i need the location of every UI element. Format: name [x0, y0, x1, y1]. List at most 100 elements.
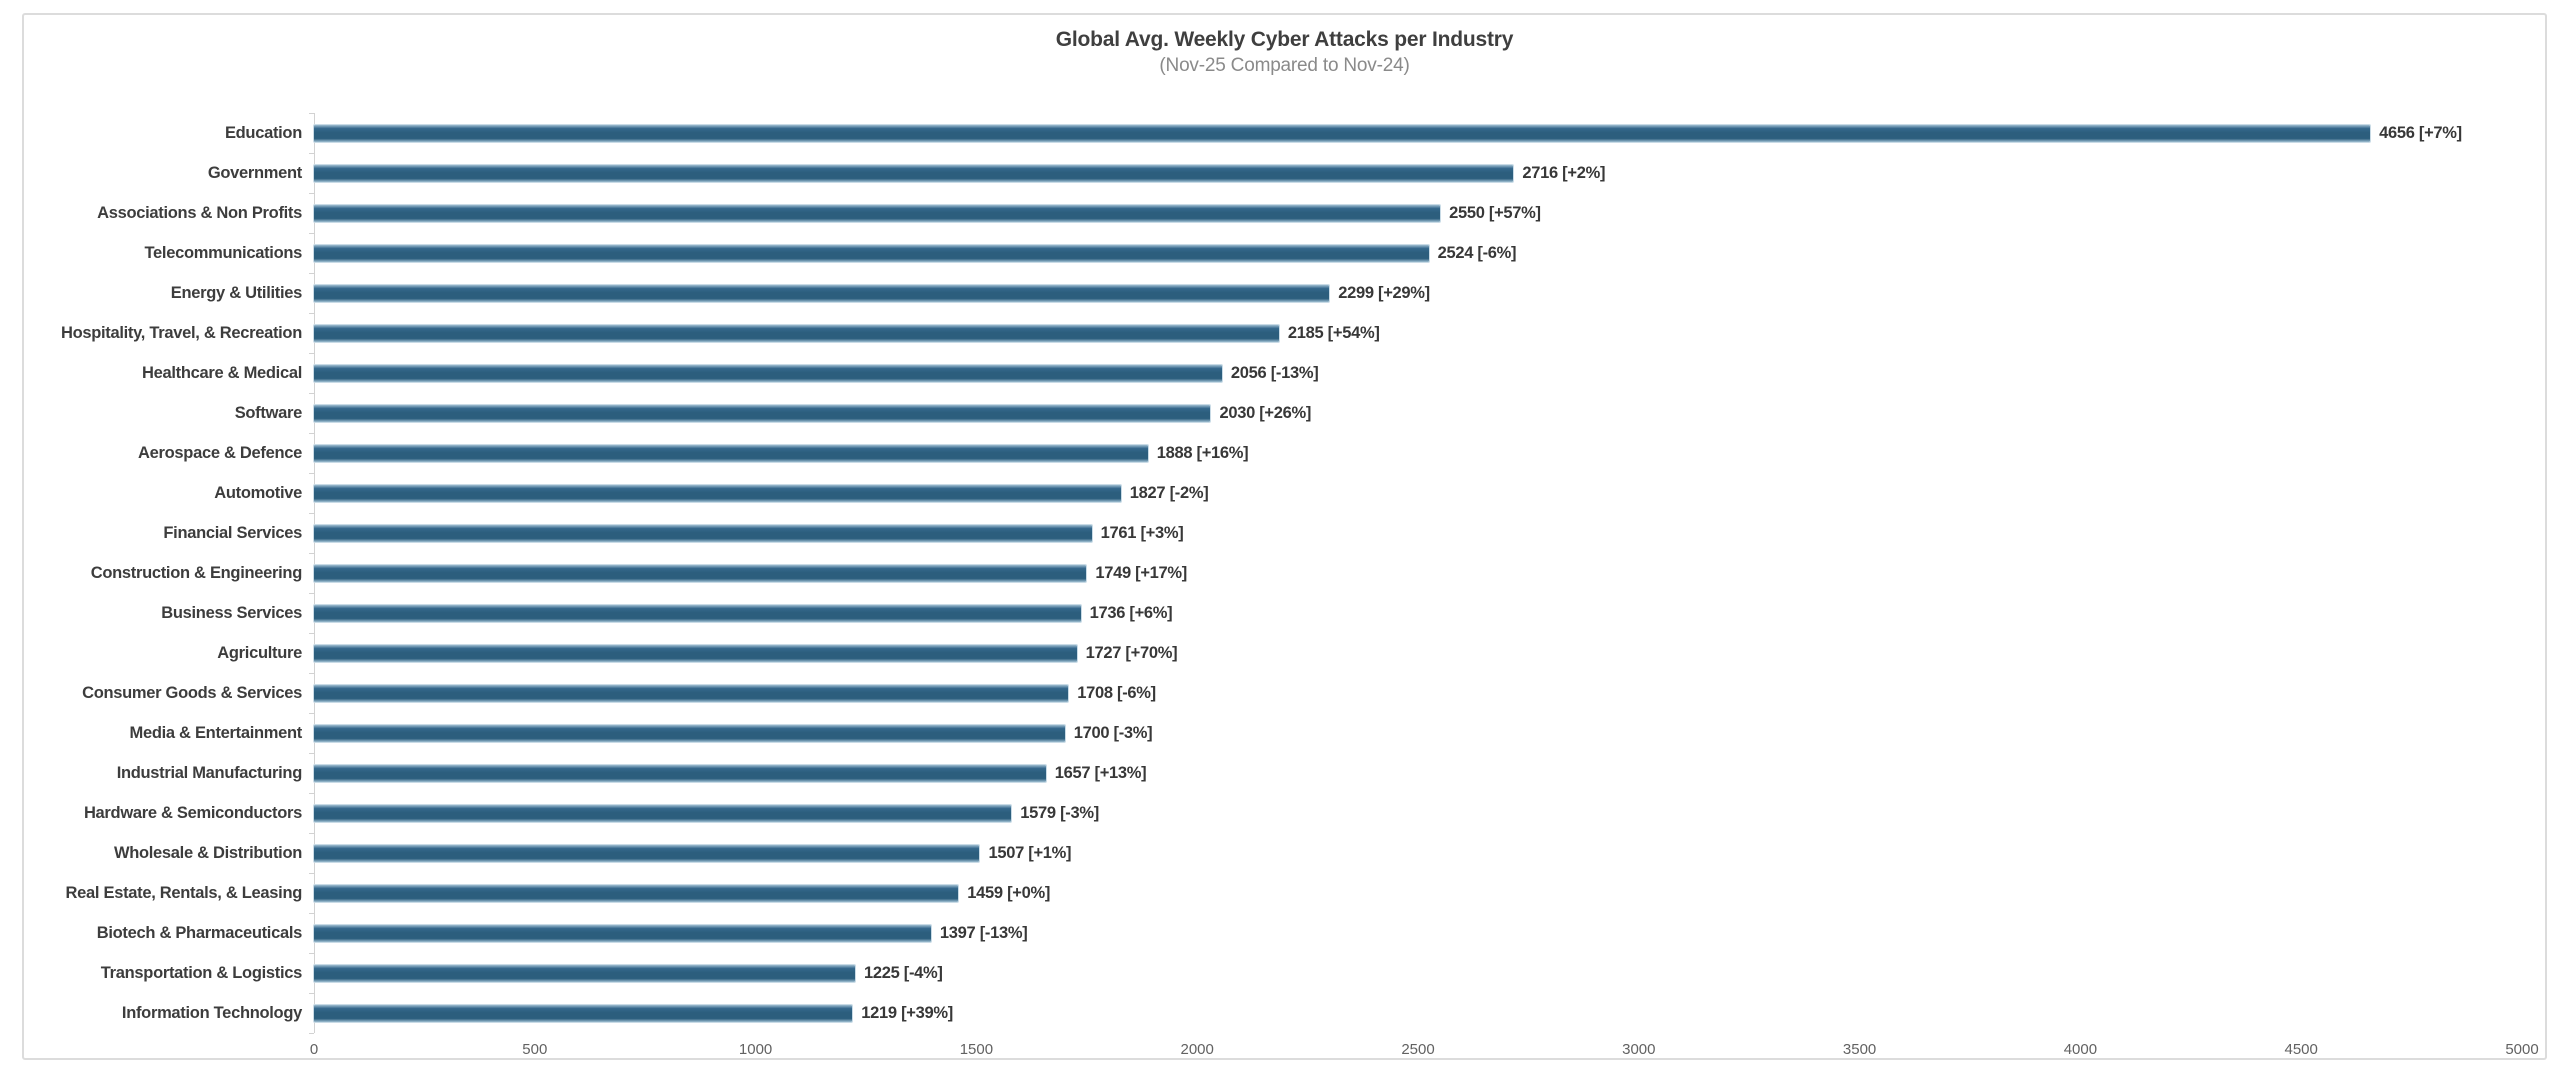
bar-row: Real Estate, Rentals, & Leasing 1459 [+0%… — [24, 873, 2545, 913]
category-label: Transportation & Logistics — [100, 963, 303, 982]
x-tick-label: 3500 — [1842, 1041, 1877, 1058]
bar-track: 1459 [+0%] — [314, 873, 2522, 913]
chart-frame: Global Avg. Weekly Cyber Attacks per Ind… — [22, 13, 2547, 1060]
y-axis-tick — [309, 313, 314, 314]
bar-row: Education 4656 [+7%] — [24, 113, 2545, 153]
bar — [314, 684, 1069, 702]
value-label: 2716 [+2%] — [1522, 163, 1606, 182]
bar — [314, 564, 1087, 582]
bar-row: Associations & Non Profits 2550 [+57%] — [24, 193, 2545, 233]
x-tick-label: 2000 — [1180, 1041, 1214, 1058]
bar — [314, 964, 855, 982]
bar — [314, 1004, 853, 1022]
bar-track: 1736 [+6%] — [314, 593, 2522, 633]
bar-track: 2185 [+54%] — [314, 313, 2522, 353]
y-axis-tick — [309, 393, 314, 394]
category-label: Hospitality, Travel, & Recreation — [60, 323, 302, 342]
value-label: 1708 [-6%] — [1077, 683, 1156, 702]
y-axis-tick — [309, 153, 314, 154]
y-axis-tick — [309, 113, 314, 114]
value-label: 2185 [+54%] — [1287, 323, 1380, 342]
y-axis-tick — [309, 473, 314, 474]
bar-track: 1888 [+16%] — [314, 433, 2522, 473]
bar-track: 1507 [+1%] — [314, 833, 2522, 873]
category-label: Industrial Manufacturing — [116, 763, 303, 782]
bar-row: Aerospace & Defence 1888 [+16%] — [24, 433, 2545, 473]
category-label: Aerospace & Defence — [138, 443, 302, 462]
bar-track: 2299 [+29%] — [314, 273, 2522, 313]
bar — [314, 844, 980, 862]
bar-row: Wholesale & Distribution 1507 [+1%] — [24, 833, 2545, 873]
value-label: 1397 [-13%] — [939, 923, 1028, 942]
bar — [314, 284, 1330, 302]
category-label: Wholesale & Distribution — [113, 843, 302, 862]
bar-track: 2056 [-13%] — [314, 353, 2522, 393]
x-tick-label: 3000 — [1622, 1041, 1656, 1058]
value-label: 1459 [+0%] — [967, 883, 1051, 902]
category-label: Healthcare & Medical — [142, 363, 302, 382]
bar-row: Hardware & Semiconductors 1579 [-3%] — [24, 793, 2545, 833]
value-label: 1657 [+13%] — [1054, 763, 1147, 782]
bar — [314, 444, 1148, 462]
category-label: Government — [207, 163, 302, 182]
bar-track: 1761 [+3%] — [314, 513, 2522, 553]
value-label: 1736 [+6%] — [1089, 603, 1173, 622]
category-label: Biotech & Pharmaceuticals — [96, 923, 303, 942]
x-tick-label: 4500 — [2284, 1041, 2318, 1058]
bar — [314, 244, 1429, 262]
bar-row: Telecommunications 2524 [-6%] — [24, 233, 2545, 273]
x-tick-label: 4000 — [2063, 1041, 2098, 1058]
category-label: Telecommunications — [144, 243, 303, 262]
bar — [314, 204, 1441, 222]
bar — [314, 644, 1077, 662]
bar — [314, 884, 959, 902]
bar-track: 2550 [+57%] — [314, 193, 2522, 233]
category-label: Financial Services — [163, 523, 302, 542]
y-axis-tick — [309, 433, 314, 434]
value-label: 1749 [+17%] — [1095, 563, 1187, 582]
bar-track: 1700 [-3%] — [314, 713, 2522, 753]
category-label: Education — [224, 123, 302, 142]
bar-row: Business Services 1736 [+6%] — [24, 593, 2545, 633]
x-tick-label: 0 — [309, 1041, 319, 1058]
category-label: Information Technology — [121, 1003, 302, 1022]
bar-row: Energy & Utilities 2299 [+29%] — [24, 273, 2545, 313]
value-label: 2030 [+26%] — [1219, 403, 1312, 422]
bar-row: Healthcare & Medical 2056 [-13%] — [24, 353, 2545, 393]
y-axis-tick — [309, 793, 314, 794]
category-label: Construction & Engineering — [90, 563, 303, 582]
y-axis-tick — [309, 553, 314, 554]
bar-row: Financial Services 1761 [+3%] — [24, 513, 2545, 553]
bar — [314, 404, 1211, 422]
category-label: Agriculture — [217, 643, 302, 662]
bar-row: Media & Entertainment 1700 [-3%] — [24, 713, 2545, 753]
bar-row: Agriculture 1727 [+70%] — [24, 633, 2545, 673]
value-label: 1579 [-3%] — [1020, 803, 1099, 822]
y-axis-tick — [309, 593, 314, 594]
bar — [314, 724, 1065, 742]
y-axis-tick — [309, 1033, 314, 1034]
y-axis-tick — [309, 993, 314, 994]
bar-track: 1657 [+13%] — [314, 753, 2522, 793]
chart-subtitle: (Nov-25 Compared to Nov-24) — [1159, 55, 1410, 76]
y-axis-tick — [309, 713, 314, 714]
bar — [314, 764, 1046, 782]
x-tick-label: 1500 — [959, 1041, 994, 1058]
y-axis-tick — [309, 513, 314, 514]
bar — [314, 124, 2371, 142]
bar — [314, 164, 1514, 182]
bar-row: Hospitality, Travel, & Recreation 2185 [+… — [24, 313, 2545, 353]
bar — [314, 924, 931, 942]
value-label: 2056 [-13%] — [1230, 363, 1319, 382]
bar — [314, 804, 1012, 822]
category-label: Media & Entertainment — [129, 723, 303, 742]
y-axis-tick — [309, 633, 314, 634]
value-label: 1700 [-3%] — [1073, 723, 1153, 742]
value-label: 4656 [+7%] — [2379, 123, 2462, 142]
bar-track: 1219 [+39%] — [314, 993, 2522, 1033]
y-axis-tick — [309, 273, 314, 274]
bar-row: Industrial Manufacturing 1657 [+13%] — [24, 753, 2545, 793]
bar-row: Software 2030 [+26%] — [24, 393, 2545, 433]
value-label: 2550 [+57%] — [1449, 203, 1541, 222]
value-label: 1761 [+3%] — [1100, 523, 1184, 542]
